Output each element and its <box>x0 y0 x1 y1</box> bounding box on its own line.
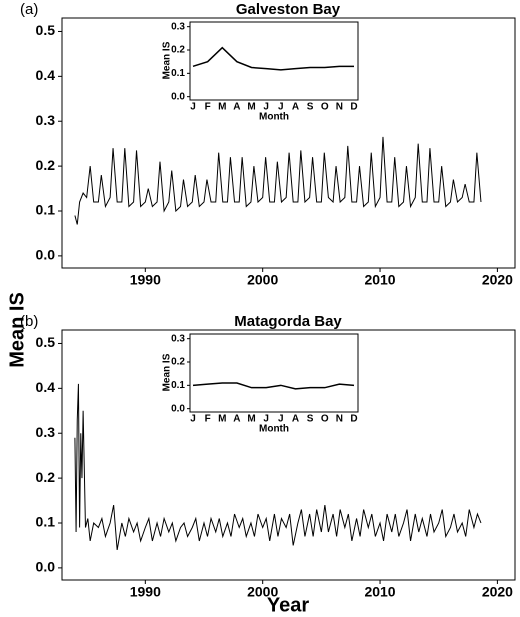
y-tick-label: 0.2 <box>36 157 56 173</box>
y-tick-label: 0.3 <box>36 424 56 440</box>
x-axis-label: Year <box>267 594 309 616</box>
inset-x-tick-label: A <box>292 414 299 425</box>
y-tick-label: 0.0 <box>36 247 56 263</box>
inset-x-tick-label: O <box>321 414 329 425</box>
inset-x-tick-label: S <box>307 414 314 425</box>
inset-x-tick-label: S <box>307 102 314 113</box>
inset-x-tick-label: J <box>263 414 269 425</box>
inset-x-tick-label: A <box>233 102 240 113</box>
inset-x-tick-label: J <box>278 414 284 425</box>
y-tick-label: 0.2 <box>36 469 56 485</box>
inset-y-tick-label: 0.0 <box>171 91 185 102</box>
panel-label: (b) <box>20 313 38 330</box>
inset-x-tick-label: J <box>263 102 269 113</box>
inset-y-tick-label: 0.1 <box>171 380 185 391</box>
inset-x-tick-label: D <box>350 414 357 425</box>
inset-x-tick-label: D <box>350 102 357 113</box>
inset-x-tick-label: O <box>321 102 329 113</box>
x-tick-label: 1990 <box>130 272 161 288</box>
y-tick-label: 0.5 <box>36 22 56 38</box>
inset-x-tick-label: M <box>247 414 255 425</box>
inset-x-tick-label: M <box>247 102 255 113</box>
inset-y-tick-label: 0.2 <box>171 45 185 56</box>
inset-x-tick-label: M <box>218 102 226 113</box>
y-tick-label: 0.4 <box>36 379 56 395</box>
inset-x-label: Month <box>259 112 289 123</box>
inset-x-tick-label: N <box>336 102 343 113</box>
inset-x-tick-label: J <box>190 102 196 113</box>
x-tick-label: 2000 <box>247 584 278 600</box>
inset-x-tick-label: N <box>336 414 343 425</box>
x-tick-label: 2000 <box>247 272 278 288</box>
inset-x-tick-label: A <box>292 102 299 113</box>
x-tick-label: 1990 <box>130 584 161 600</box>
panel-label: (a) <box>20 1 38 18</box>
inset-x-tick-label: F <box>205 414 211 425</box>
inset-y-tick-label: 0.3 <box>171 21 185 32</box>
y-tick-label: 0.4 <box>36 67 56 83</box>
inset-y-label: Mean IS <box>162 41 173 79</box>
inset-y-tick-label: 0.3 <box>171 333 185 344</box>
inset-line <box>192 382 355 390</box>
inset-y-tick-label: 0.2 <box>171 357 185 368</box>
inset-x-label: Month <box>259 424 289 435</box>
inset-x-tick-label: A <box>233 414 240 425</box>
y-tick-label: 0.3 <box>36 112 56 128</box>
y-tick-label: 0.0 <box>36 559 56 575</box>
y-axis-label: Mean IS <box>6 292 28 368</box>
inset-frame <box>189 333 359 413</box>
inset-y-label: Mean IS <box>162 353 173 391</box>
panel-title: Galveston Bay <box>236 1 341 18</box>
y-tick-label: 0.5 <box>36 334 56 350</box>
data-line <box>74 136 482 225</box>
y-tick-label: 0.1 <box>36 514 56 530</box>
x-tick-label: 2010 <box>364 272 395 288</box>
inset-x-tick-label: J <box>190 414 196 425</box>
inset-y-tick-label: 0.0 <box>171 403 185 414</box>
plot-frame <box>61 329 516 581</box>
data-line <box>74 383 482 551</box>
inset-line <box>192 46 354 71</box>
y-tick-label: 0.1 <box>36 202 56 218</box>
panel-title: Matagorda Bay <box>234 313 342 330</box>
inset-x-tick-label: F <box>205 102 211 113</box>
x-tick-label: 2010 <box>364 584 395 600</box>
inset-x-tick-label: J <box>278 102 284 113</box>
inset-frame <box>189 21 359 101</box>
plot-frame <box>61 17 516 269</box>
x-tick-label: 2020 <box>482 584 513 600</box>
inset-x-tick-label: M <box>218 414 226 425</box>
inset-y-tick-label: 0.1 <box>171 68 185 79</box>
x-tick-label: 2020 <box>482 272 513 288</box>
